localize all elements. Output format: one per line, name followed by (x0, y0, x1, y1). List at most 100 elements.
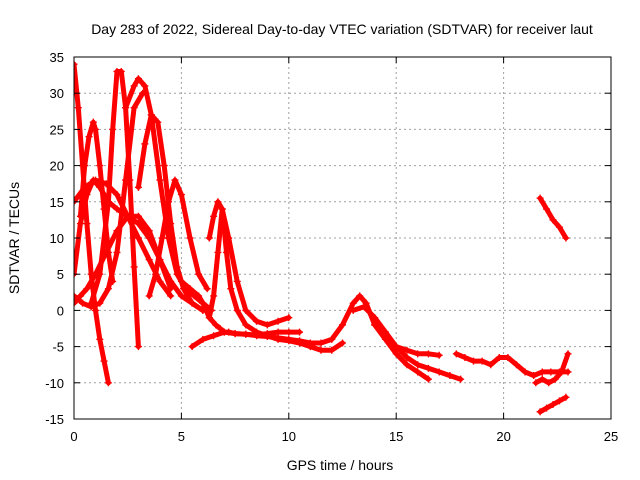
data-point (296, 328, 304, 336)
data-point (134, 212, 142, 220)
data-point (113, 191, 121, 199)
data-point (403, 361, 411, 369)
data-point (177, 292, 185, 300)
data-point (424, 364, 432, 372)
data-point (91, 176, 99, 184)
data-point (126, 176, 134, 184)
series-line (206, 199, 345, 353)
data-point (285, 337, 293, 345)
data-point (203, 285, 211, 293)
y-tick-label: 30 (50, 86, 64, 101)
y-tick-label: 0 (57, 303, 64, 318)
data-point (392, 343, 400, 351)
data-point (210, 212, 218, 220)
data-point (242, 306, 250, 314)
data-point (233, 306, 241, 314)
x-tick-label: 0 (70, 429, 77, 444)
data-point (339, 321, 346, 329)
data-point (96, 270, 104, 278)
data-point (210, 292, 218, 300)
data-point (538, 375, 546, 383)
data-point (424, 350, 432, 358)
data-point (134, 343, 142, 351)
data-point (83, 285, 91, 293)
y-tick-label: 20 (50, 159, 64, 174)
x-tick-label: 5 (178, 429, 185, 444)
data-point (171, 176, 179, 184)
data-point (253, 328, 261, 336)
data-point (117, 67, 125, 75)
data-point (173, 263, 181, 271)
data-point (446, 372, 454, 380)
series-arc-14 (205, 205, 293, 329)
data-point (83, 220, 91, 228)
data-point (74, 104, 82, 112)
series-arc-18 (536, 194, 570, 242)
series-line (135, 112, 206, 313)
data-point (218, 205, 226, 213)
data-point (564, 368, 572, 376)
data-point (91, 306, 99, 314)
data-point (227, 285, 235, 293)
data-point (435, 368, 443, 376)
data-point (392, 350, 400, 358)
data-point (160, 162, 168, 170)
data-point (435, 351, 443, 359)
data-point (538, 368, 546, 376)
data-point (328, 335, 336, 343)
data-point (349, 306, 357, 314)
data-point (177, 277, 185, 285)
data-point (167, 292, 175, 300)
x-tick-label: 20 (496, 429, 510, 444)
data-point (263, 332, 271, 340)
data-point (274, 335, 282, 343)
data-point (495, 353, 503, 361)
data-point (285, 328, 293, 336)
data-point (158, 234, 166, 242)
series-arc-12 (188, 328, 304, 351)
x-axis-label: GPS time / hours (287, 457, 394, 473)
series-arc-15 (349, 303, 465, 383)
data-point (543, 404, 551, 412)
data-point (104, 285, 112, 293)
data-point (562, 393, 570, 401)
data-point (381, 332, 389, 340)
data-point (403, 346, 411, 354)
data-point (371, 314, 379, 322)
data-point (141, 82, 149, 90)
y-tick-label: 25 (50, 122, 64, 137)
y-tick-label: -10 (45, 376, 64, 391)
series-arc-9 (134, 111, 207, 314)
data-point (424, 375, 432, 383)
data-point (186, 234, 194, 242)
data-point (558, 368, 566, 376)
data-point (403, 353, 411, 361)
data-point (87, 299, 95, 307)
data-point (122, 104, 130, 112)
data-point (188, 299, 196, 307)
plot-area (74, 60, 572, 416)
data-point (91, 125, 99, 133)
data-point (328, 346, 336, 354)
data-point (487, 361, 495, 369)
data-point (555, 397, 563, 405)
data-point (547, 368, 555, 376)
data-point (223, 248, 231, 256)
data-point (145, 227, 153, 235)
data-point (296, 339, 304, 347)
data-point (214, 198, 222, 206)
chart-title: Day 283 of 2022, Sidereal Day-to-day VTE… (91, 21, 593, 37)
data-point (452, 350, 460, 358)
data-point (96, 335, 104, 343)
data-point (145, 292, 153, 300)
data-point (104, 379, 112, 387)
data-point (195, 270, 203, 278)
data-point (205, 234, 213, 242)
y-tick-label: -5 (52, 340, 64, 355)
data-point (113, 248, 121, 256)
data-point (478, 357, 486, 365)
data-point (141, 140, 149, 148)
data-point (100, 357, 108, 365)
data-point (130, 82, 138, 90)
